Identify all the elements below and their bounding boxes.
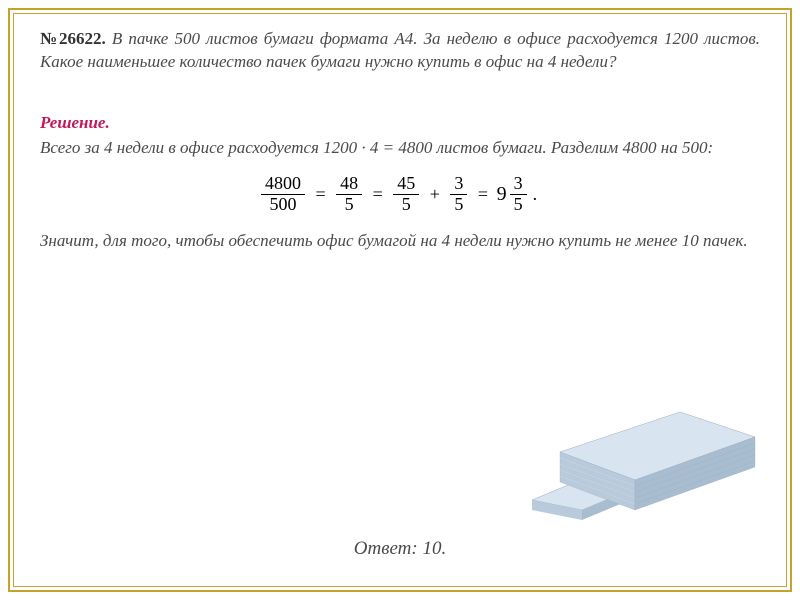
equals-1: =	[315, 182, 325, 206]
solution-label: Решение.	[40, 112, 760, 135]
fraction-1: 4800 500	[261, 174, 305, 215]
problem-number: №26622.	[40, 29, 106, 48]
solution-text-1: Всего за 4 недели в офисе расходуется 12…	[40, 137, 760, 160]
fraction-3: 45 5	[393, 174, 419, 215]
fraction-2: 48 5	[336, 174, 362, 215]
equation: 4800 500 = 48 5 = 45 5 + 3 5 = 9 3 5	[40, 174, 760, 215]
fraction-5: 3 5	[510, 174, 527, 215]
period: .	[533, 182, 538, 206]
problem-text: В пачке 500 листов бумаги формата А4. За…	[40, 29, 760, 71]
answer: Ответ: 10.	[40, 536, 760, 562]
content-area: №26622. В пачке 500 листов бумаги формат…	[40, 28, 760, 572]
solution-text-2: Значит, для того, чтобы обеспечить офис …	[40, 230, 760, 253]
equals-3: =	[478, 182, 488, 206]
problem-statement: №26622. В пачке 500 листов бумаги формат…	[40, 28, 760, 74]
paper-ream-illustration	[520, 382, 760, 522]
mixed-number: 9 3 5	[497, 174, 529, 215]
fraction-4: 3 5	[450, 174, 467, 215]
equals-2: =	[373, 182, 383, 206]
slide-frame: №26622. В пачке 500 листов бумаги формат…	[8, 8, 792, 592]
plus: +	[430, 182, 440, 206]
